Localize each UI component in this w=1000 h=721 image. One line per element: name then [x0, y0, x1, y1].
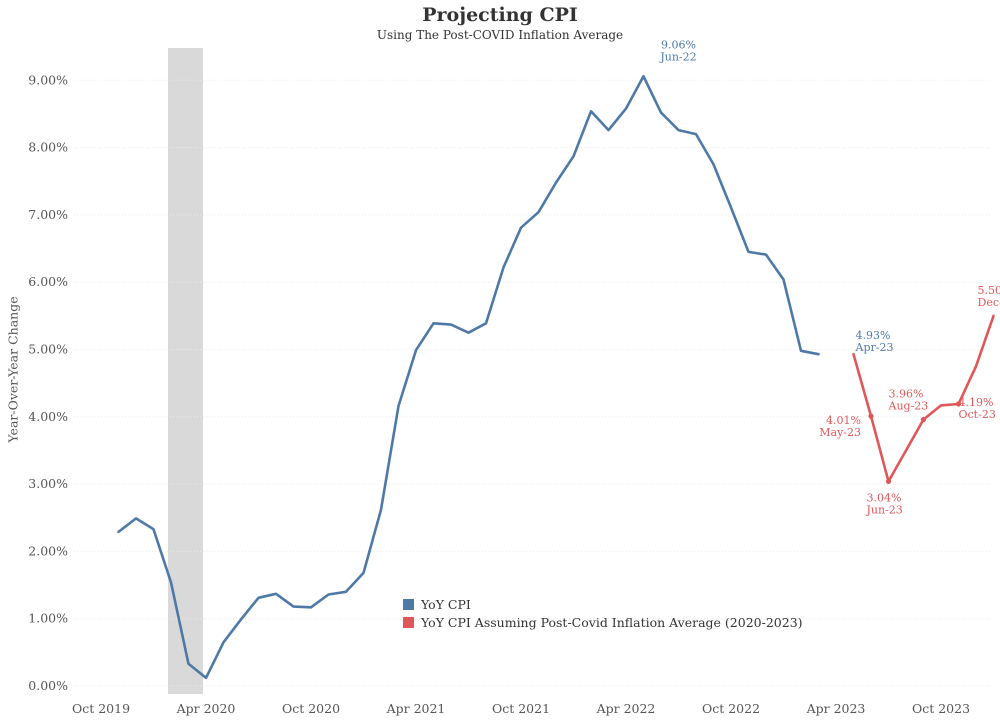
annotation-value-label: 3.96%	[889, 387, 924, 400]
annotation-date-label: Apr-23	[855, 341, 894, 354]
annotation-value-label: 5.50%	[978, 284, 1000, 297]
y-tick-label: 7.00%	[28, 207, 68, 222]
annotation-value-label: 9.06%	[661, 38, 696, 51]
x-tick-label: Apr 2023	[806, 701, 866, 716]
y-tick-label: 8.00%	[28, 140, 68, 155]
y-tick-label: 4.00%	[28, 409, 68, 424]
legend-swatch-red	[403, 616, 414, 628]
chart-subtitle: Using The Post-COVID Inflation Average	[376, 28, 624, 42]
x-tick-label: Apr 2020	[176, 701, 236, 716]
annotation-date-label: Jun-22	[659, 50, 696, 63]
annotation-point	[955, 401, 962, 407]
annotation-date-label: Dec-23	[978, 296, 1000, 309]
annotation-point	[920, 416, 927, 423]
x-tick-label: Oct 2019	[72, 701, 130, 716]
legend-item-yoy-cpi[interactable]: YoY CPI	[403, 595, 803, 613]
x-tick-label: Oct 2022	[702, 701, 760, 716]
annotation-date-label: Jun-23	[866, 503, 903, 516]
annotation-value-label: 4.19%	[959, 396, 994, 409]
annotation-date-label: May-23	[819, 426, 861, 439]
x-tick-label: Apr 2022	[596, 701, 656, 716]
y-tick-label: 1.00%	[28, 611, 68, 626]
annotation-value-label: 4.01%	[826, 414, 861, 427]
recession-shade	[168, 48, 203, 694]
y-tick-label: 9.00%	[28, 72, 68, 87]
annotation-point	[868, 413, 874, 419]
annotation-point	[885, 478, 892, 485]
legend-label: YoY CPI Assuming Post-Covid Inflation Av…	[421, 614, 803, 630]
legend-label: YoY CPI	[421, 596, 471, 612]
x-tick-label: Apr 2021	[386, 701, 446, 716]
annotation-date-label: Aug-23	[888, 399, 929, 412]
y-tick-label: 2.00%	[28, 543, 68, 558]
legend-item-projected-cpi[interactable]: YoY CPI Assuming Post-Covid Inflation Av…	[403, 613, 803, 631]
x-tick-label: Oct 2021	[492, 701, 550, 716]
y-tick-label: 5.00%	[28, 342, 68, 357]
annotation-value-label: 3.04%	[867, 491, 902, 504]
legend-swatch-blue	[403, 598, 414, 610]
x-tick-label: Oct 2020	[282, 701, 340, 716]
annotation-date-label: Oct-23	[959, 408, 996, 421]
chart-title: Projecting CPI	[422, 4, 578, 26]
annotation-value-label: 4.93%	[856, 329, 891, 342]
x-tick-label: Oct 2023	[912, 701, 970, 716]
y-tick-label: 6.00%	[28, 274, 68, 289]
y-tick-label: 0.00%	[28, 678, 68, 693]
legend: YoY CPI YoY CPI Assuming Post-Covid Infl…	[403, 595, 803, 631]
series-line-yoy-cpi	[117, 75, 820, 680]
y-tick-label: 3.00%	[28, 476, 68, 491]
